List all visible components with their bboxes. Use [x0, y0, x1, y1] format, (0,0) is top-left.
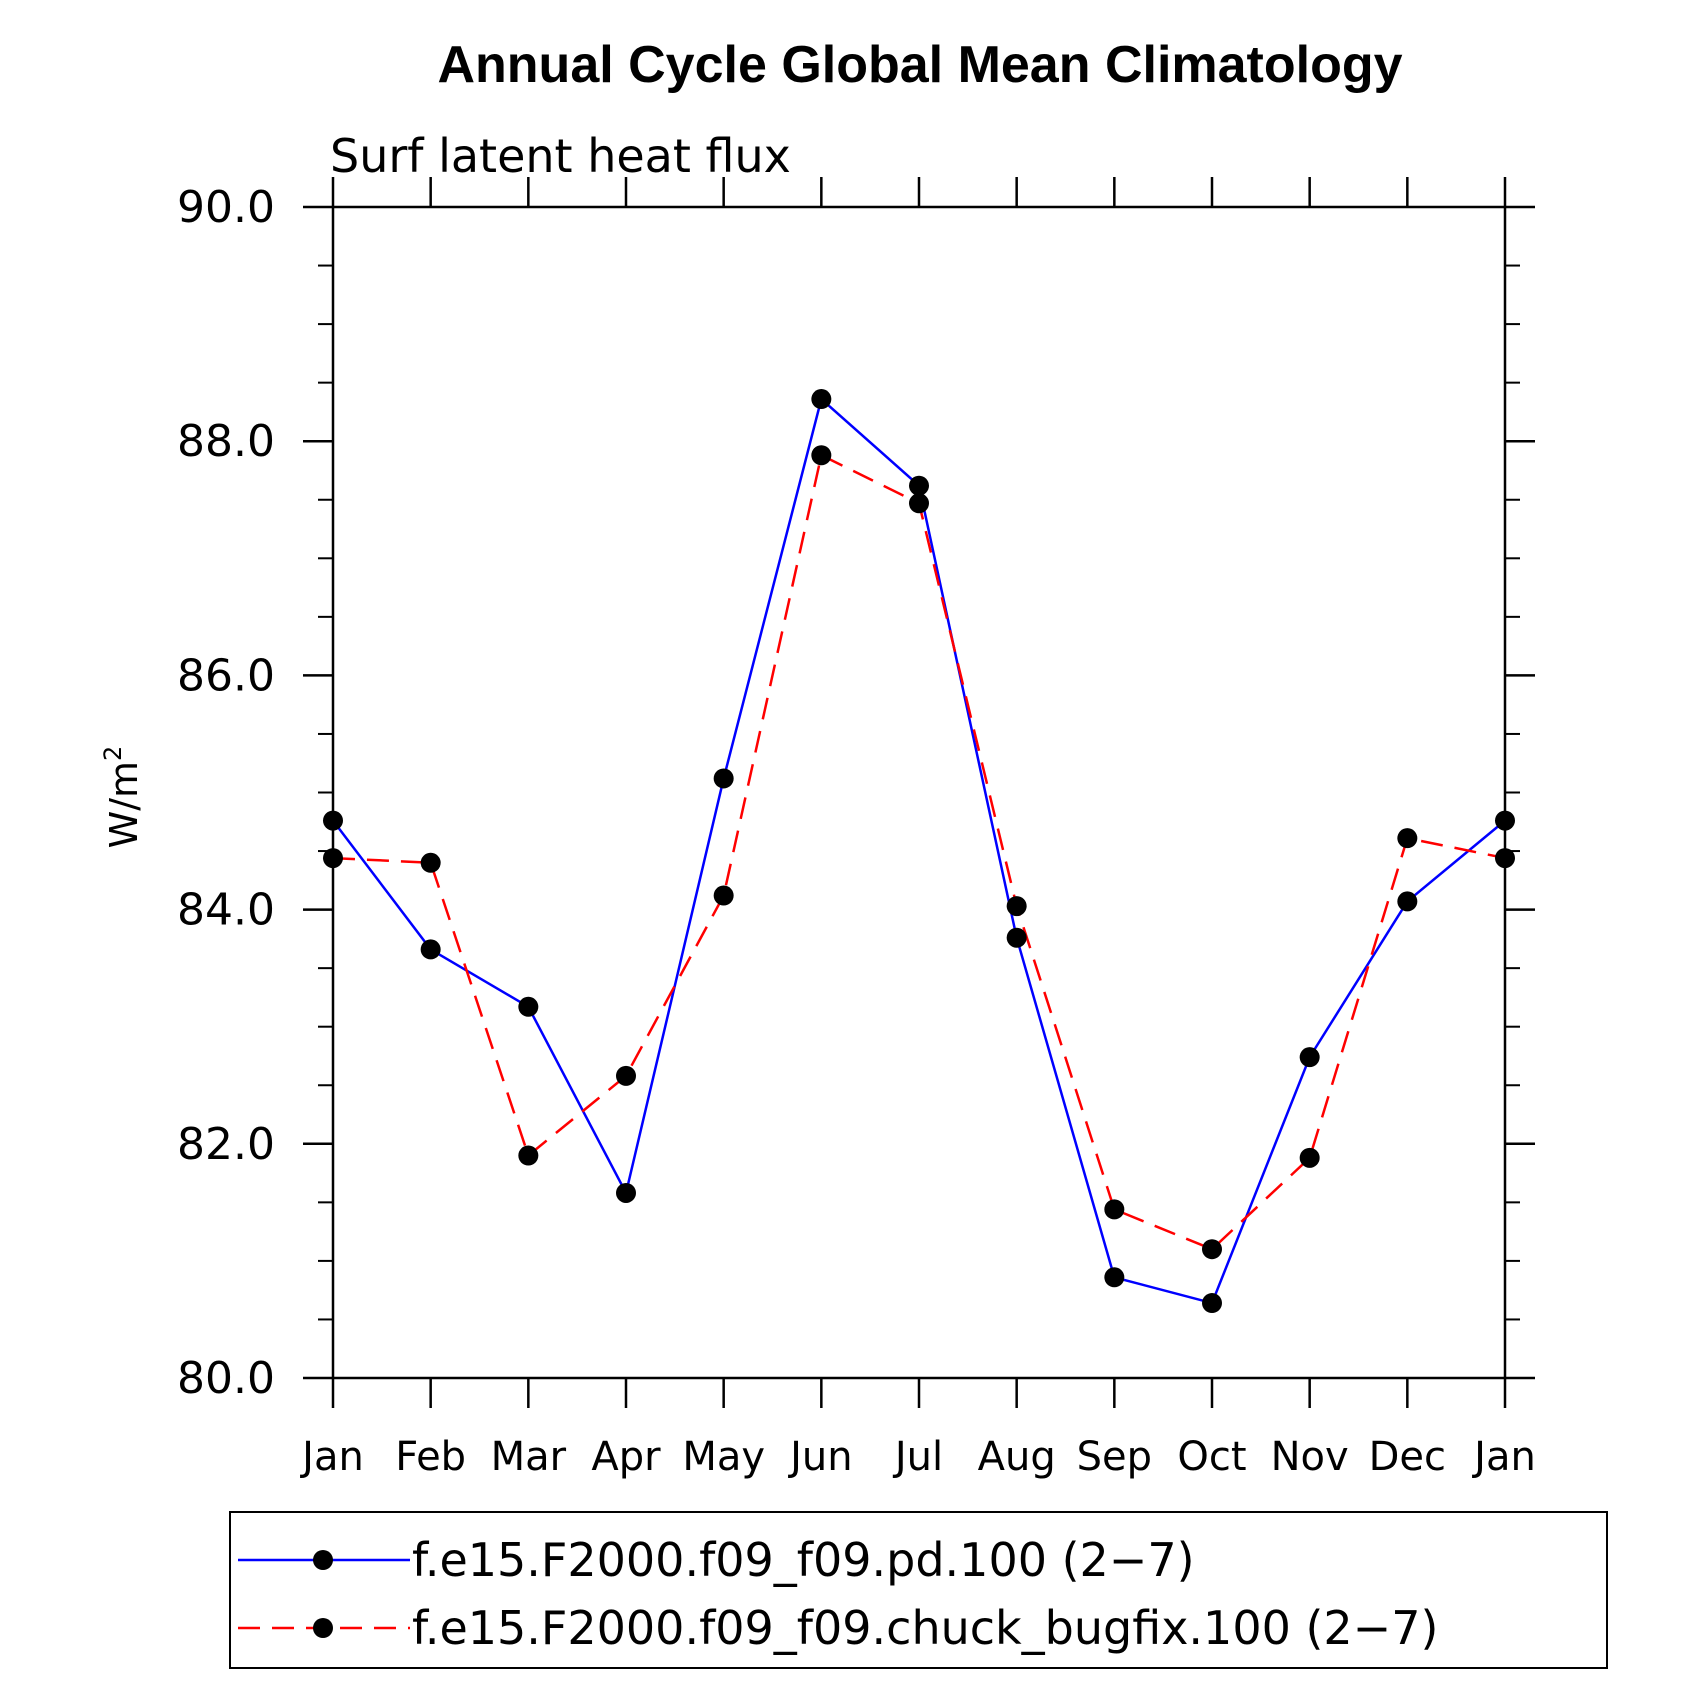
y-axis-label-unit: W/m [102, 761, 146, 848]
y-tick-label: 82.0 [177, 1119, 275, 1170]
y-tick-label: 88.0 [177, 416, 275, 467]
data-point [420, 939, 441, 960]
data-point [909, 475, 929, 496]
x-tick-label: Sep [1077, 1434, 1152, 1480]
x-tick-label: Jun [787, 1434, 853, 1480]
data-point [1495, 848, 1515, 869]
data-point [518, 1145, 539, 1166]
y-axis-label-exponent: 2 [99, 746, 127, 761]
legend: f.e15.F2000.f09_f09.pd.100 (2−7) f.e15.F2… [229, 1511, 1608, 1669]
data-point [1397, 891, 1418, 912]
data-point [616, 1065, 636, 1086]
data-point [518, 996, 539, 1017]
data-point [1397, 828, 1418, 849]
data-point [616, 1182, 636, 1203]
series-line-2 [332, 453, 1506, 1251]
y-tick-label: 86.0 [177, 650, 275, 701]
data-point [811, 389, 832, 410]
data-point [1006, 927, 1027, 948]
legend-marker-2 [313, 1618, 333, 1638]
data-point [1202, 1239, 1222, 1260]
x-tick-label: May [682, 1434, 765, 1480]
x-tick-label: Jan [1471, 1434, 1536, 1480]
data-point [909, 493, 929, 514]
data-point [420, 852, 441, 873]
legend-label-2: f.e15.F2000.f09_f09.chuck_bugfix.100 (2−… [412, 1601, 1438, 1655]
chart-title: Annual Cycle Global Mean Climatology [437, 36, 1402, 94]
legend-label-1: f.e15.F2000.f09_f09.pd.100 (2−7) [412, 1533, 1195, 1587]
x-tick-label: Jan [299, 1434, 364, 1480]
data-point [323, 848, 343, 869]
y-tick-label: 80.0 [177, 1353, 275, 1404]
data-point [1299, 1047, 1320, 1068]
data-point [1202, 1293, 1222, 1314]
data-point [1495, 810, 1515, 831]
x-tick-labels: Jan Feb Mar Apr May Jun Jul Aug Sep Oct Nov Dec Jan [299, 1434, 1536, 1480]
x-tick-label: Apr [591, 1434, 661, 1480]
series-markers [323, 389, 1515, 1314]
series-lines [332, 396, 1506, 1305]
x-tick-label: Aug [978, 1434, 1056, 1480]
legend-entries: f.e15.F2000.f09_f09.pd.100 (2−7) f.e15.F2… [238, 1533, 1438, 1655]
data-point [811, 445, 832, 466]
legend-box [229, 1511, 1608, 1669]
chart-subtitle: Surf latent heat flux [330, 129, 791, 183]
y-tick-labels: 80.0 82.0 84.0 86.0 88.0 90.0 [177, 182, 275, 1404]
x-tick-label: Nov [1271, 1434, 1349, 1480]
x-tick-label: Mar [491, 1434, 567, 1480]
data-point [1299, 1147, 1320, 1168]
data-point [1104, 1267, 1125, 1288]
y-tick-label: 90.0 [177, 182, 275, 233]
y-axis-label: W/m2 [99, 746, 146, 849]
plot-frame [331, 205, 1507, 1380]
data-point [1104, 1199, 1125, 1220]
x-tick-label: Oct [1177, 1434, 1246, 1480]
x-tick-label: Feb [395, 1434, 466, 1480]
x-tick-label: Jul [892, 1434, 943, 1480]
axis-ticks [303, 177, 1535, 1408]
y-tick-label: 84.0 [177, 885, 275, 936]
data-point [713, 768, 734, 789]
data-point [713, 885, 734, 906]
x-tick-label: Dec [1369, 1434, 1446, 1480]
series-line-1 [332, 396, 1506, 1305]
legend-marker-1 [313, 1550, 333, 1570]
data-point [323, 810, 343, 831]
data-point [1006, 896, 1027, 917]
